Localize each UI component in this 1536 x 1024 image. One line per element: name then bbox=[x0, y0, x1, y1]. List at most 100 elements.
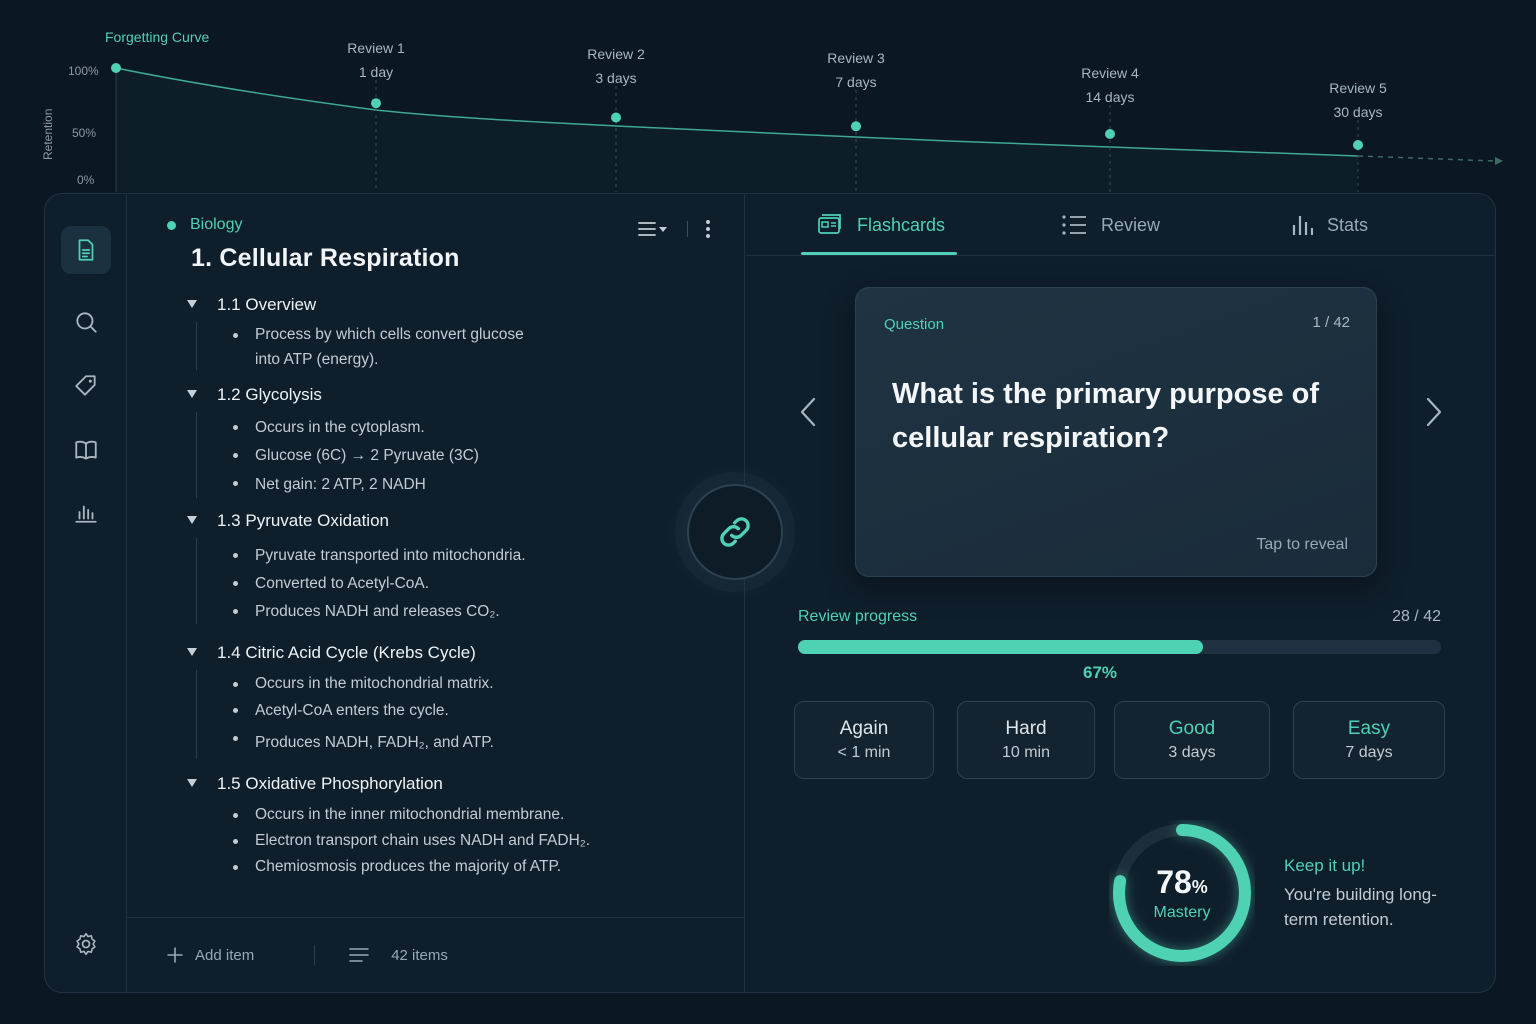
toolbar-divider bbox=[687, 221, 688, 237]
item-count-label: 42 items bbox=[391, 946, 448, 964]
collapse-caret-icon[interactable] bbox=[187, 300, 197, 308]
bar-chart-icon bbox=[75, 505, 97, 523]
review-label: Review 2 bbox=[587, 46, 645, 62]
section-guide-line bbox=[196, 322, 197, 370]
progress-count: 28 / 42 bbox=[1392, 608, 1441, 625]
notes-footer: Add item 42 items bbox=[127, 917, 744, 992]
progress-bar bbox=[798, 640, 1441, 654]
progress-label: Review progress bbox=[798, 608, 918, 625]
mastery-label: Mastery bbox=[1153, 904, 1211, 921]
tab-label: Review bbox=[1101, 214, 1161, 235]
sidebar-item-settings[interactable] bbox=[61, 920, 111, 968]
section-heading: 1.4 Citric Acid Cycle (Krebs Cycle) bbox=[217, 643, 476, 662]
collapse-caret-icon[interactable] bbox=[187, 516, 197, 524]
review-point bbox=[851, 121, 861, 132]
cards-icon bbox=[818, 214, 841, 234]
sidebar-item-stats[interactable] bbox=[61, 488, 111, 536]
document-icon bbox=[78, 239, 94, 261]
list-item: Occurs in the cytoplasm. bbox=[231, 414, 731, 442]
again-button[interactable]: Again < 1 min bbox=[794, 701, 934, 779]
section-header[interactable]: 1.3 Pyruvate Oxidation bbox=[187, 508, 731, 534]
y-tick-0: 0% bbox=[77, 173, 95, 187]
review-point bbox=[371, 98, 381, 109]
list-item: Net gain: 2 ATP, 2 NADH bbox=[231, 470, 731, 500]
outline-section: 1.5 Oxidative Phosphorylation Occurs in … bbox=[187, 771, 731, 880]
outline-section: 1.3 Pyruvate Oxidation Pyruvate transpor… bbox=[187, 508, 731, 626]
y-axis-label: Retention bbox=[41, 109, 55, 160]
next-card-button[interactable] bbox=[1419, 394, 1449, 430]
review-label: Review 3 bbox=[827, 50, 885, 66]
list-item: Produces NADH and releases CO₂. bbox=[231, 598, 731, 626]
progress-percent: 67% bbox=[1083, 663, 1118, 682]
review-point bbox=[611, 112, 621, 123]
review-interval: 1 day bbox=[359, 64, 393, 80]
section-heading: 1.1 Overview bbox=[217, 295, 317, 314]
review-point bbox=[1105, 129, 1115, 139]
section-header[interactable]: 1.4 Citric Acid Cycle (Krebs Cycle) bbox=[187, 640, 731, 666]
chevron-right-icon bbox=[1426, 397, 1442, 427]
sidebar-item-notes[interactable] bbox=[61, 226, 111, 274]
grade-interval: 7 days bbox=[1345, 744, 1393, 761]
section-header[interactable]: 1.1 Overview bbox=[187, 292, 731, 318]
y-tick-50: 50% bbox=[72, 126, 96, 140]
easy-button[interactable]: Easy 7 days bbox=[1293, 701, 1445, 779]
book-icon bbox=[75, 440, 97, 460]
chevron-left-icon bbox=[800, 397, 816, 427]
grade-name: Again bbox=[839, 718, 889, 739]
curve-title: Forgetting Curve bbox=[105, 29, 209, 45]
outline-section: 1.1 Overview Process by which cells conv… bbox=[187, 292, 731, 372]
section-guide-line bbox=[196, 538, 197, 624]
collapse-caret-icon[interactable] bbox=[187, 779, 197, 787]
card-counter: 1 / 42 bbox=[1312, 314, 1350, 331]
tab-flashcards[interactable]: Flashcards bbox=[817, 194, 945, 256]
curve-area bbox=[116, 68, 1358, 192]
list-item: Converted to Acetyl-CoA. bbox=[231, 570, 731, 598]
list-item: Acetyl-CoA enters the cycle. bbox=[231, 697, 731, 725]
list-item: Occurs in the inner mitochondrial membra… bbox=[231, 802, 731, 828]
outline-section: 1.2 Glycolysis Occurs in the cytoplasm. … bbox=[187, 382, 731, 500]
search-icon bbox=[76, 312, 97, 333]
note-outline: 1.1 Overview Process by which cells conv… bbox=[187, 292, 731, 888]
list-icon bbox=[349, 948, 370, 962]
review-interval: 14 days bbox=[1085, 89, 1134, 105]
subject-label[interactable]: Biology bbox=[167, 216, 242, 234]
previous-card-button[interactable] bbox=[793, 394, 823, 430]
section-heading: 1.3 Pyruvate Oxidation bbox=[217, 511, 389, 530]
footer-divider bbox=[314, 945, 316, 965]
active-tab-indicator bbox=[801, 252, 957, 255]
sidebar-item-library[interactable] bbox=[61, 426, 111, 474]
section-header[interactable]: 1.5 Oxidative Phosphorylation bbox=[187, 771, 731, 797]
collapse-caret-icon[interactable] bbox=[187, 390, 197, 398]
sidebar-item-search[interactable] bbox=[61, 298, 111, 346]
item-count[interactable]: 42 items bbox=[349, 947, 448, 964]
encouragement-title: Keep it up! bbox=[1284, 856, 1366, 875]
link-badge[interactable] bbox=[665, 462, 805, 602]
list-item: Electron transport chain uses NADH and F… bbox=[231, 828, 731, 854]
review-interval: 30 days bbox=[1333, 104, 1382, 120]
review-label: Review 5 bbox=[1329, 80, 1387, 96]
tab-review[interactable]: Review bbox=[1061, 194, 1160, 256]
add-item-button[interactable]: Add item bbox=[167, 947, 254, 964]
encouragement: Keep it up! You're building long-term re… bbox=[1284, 856, 1464, 932]
sidebar-item-tags[interactable] bbox=[61, 362, 111, 410]
review-label: Review 4 bbox=[1081, 65, 1139, 81]
grade-name: Good bbox=[1168, 718, 1216, 739]
list-item: Chemiosmosis produces the majority of AT… bbox=[231, 854, 731, 880]
review-label: Review 1 bbox=[347, 40, 405, 56]
more-options-icon[interactable] bbox=[704, 218, 712, 240]
tab-stats[interactable]: Stats bbox=[1291, 194, 1368, 256]
sidebar bbox=[45, 194, 127, 992]
section-heading: 1.2 Glycolysis bbox=[217, 385, 322, 404]
flashcard[interactable]: Question 1 / 42 What is the primary purp… bbox=[855, 287, 1377, 577]
subject-name: Biology bbox=[190, 216, 243, 233]
bar-chart-icon bbox=[1292, 216, 1313, 235]
note-toolbar bbox=[637, 218, 712, 240]
hard-button[interactable]: Hard 10 min bbox=[957, 701, 1095, 779]
sort-menu-icon[interactable] bbox=[637, 220, 671, 238]
good-button[interactable]: Good 3 days bbox=[1114, 701, 1270, 779]
main-panel: Biology 1. Cellular Respiration 1.1 Over… bbox=[44, 193, 1496, 993]
add-item-label: Add item bbox=[195, 946, 255, 964]
section-header[interactable]: 1.2 Glycolysis bbox=[187, 382, 731, 408]
collapse-caret-icon[interactable] bbox=[187, 648, 197, 656]
progress-fill bbox=[798, 640, 1204, 654]
